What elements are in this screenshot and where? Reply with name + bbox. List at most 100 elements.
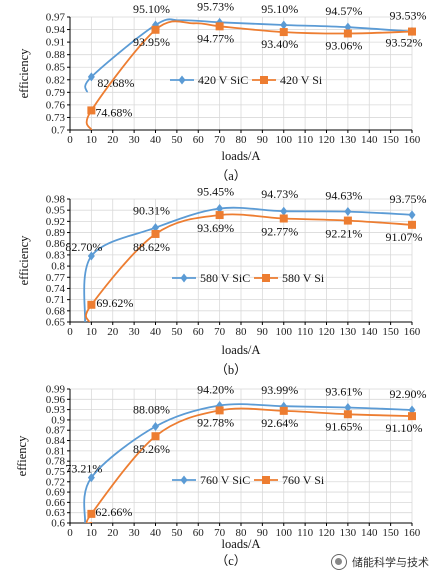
data-label: 94.57% [325,4,362,18]
data-point [279,214,288,223]
data-point [215,406,224,415]
data-point [87,300,96,309]
x-tick-label: 140 [361,326,378,338]
x-tick-label: 130 [340,326,357,338]
x-tick-label: 20 [107,326,119,338]
x-tick-label: 100 [276,326,293,338]
watermark-text: 储能科学与技术 [352,556,429,569]
legend: 420 V SiC 420 V Si [170,73,323,87]
x-axis-title: loads/A [222,343,261,357]
x-tick-label: 130 [340,134,357,146]
data-label: 93.75% [390,192,427,206]
data-point [408,27,416,36]
data-label: 69.62% [96,296,133,310]
x-tick-label: 80 [236,134,248,146]
y-axis-title: effiency [15,435,29,476]
x-tick-label: 0 [67,527,73,539]
data-point [280,206,288,216]
y-tick-label: 0.7 [51,125,65,137]
data-label: 95.45% [197,185,234,199]
y-tick-label: 0.69 [46,487,66,499]
data-point [344,403,352,413]
y-tick-label: 0.99 [46,384,66,396]
x-tick-label: 20 [107,527,119,539]
y-tick-label: 0.77 [46,272,66,284]
legend-label: 420 V Si [280,73,323,87]
y-tick-label: 0.92 [46,216,65,228]
x-tick-label: 140 [361,134,378,146]
y-tick-label: 0.9 [51,414,65,426]
x-tick-label: 140 [361,527,378,539]
y-tick-label: 0.82 [46,74,65,86]
legend-label: 760 V Si [282,473,325,487]
data-label: 74.68% [95,105,132,119]
y-tick-label: 0.85 [46,62,66,74]
data-label: 88.62% [133,240,170,254]
legend-marker [260,76,268,84]
data-point [215,211,224,220]
x-tick-label: 120 [318,326,335,338]
series-si: 69.62% 88.62% 93.69% 92.77% 92.21% 91.07% [85,211,423,322]
x-tick-label: 110 [297,326,314,338]
data-point [344,207,352,217]
y-tick-label: 0.83 [46,249,66,261]
y-tick-label: 0.89 [46,227,66,239]
x-tick-label: 100 [276,527,293,539]
x-tick-label: 90 [257,527,269,539]
x-tick-label: 10 [86,134,98,146]
data-point [87,473,95,483]
data-label: 91.10% [386,421,423,435]
data-point [408,412,416,421]
x-tick-label: 150 [382,326,399,338]
x-tick-label: 50 [171,527,183,539]
x-tick-label: 110 [297,134,314,146]
y-tick-label: 0.75 [46,466,66,478]
data-point [408,220,416,229]
data-label: 82.70% [65,240,102,254]
watermark: 储能科学与技术 [331,554,429,570]
data-point [87,72,95,82]
x-tick-label: 90 [257,134,269,146]
x-tick-label: 30 [129,134,141,146]
x-tick-label: 0 [67,134,73,146]
x-tick-label: 40 [150,134,162,146]
x-tick-label: 30 [129,326,141,338]
series-line [85,213,413,322]
x-tick-label: 100 [276,134,293,146]
x-tick-label: 70 [214,134,226,146]
x-tick-label: 160 [404,527,421,539]
data-label: 94.73% [261,187,298,201]
legend-label: 580 V SiC [200,271,250,285]
y-tick-label: 0.71 [46,294,65,306]
series-line [85,20,413,130]
data-point [152,223,159,233]
x-tick-label: 110 [297,527,314,539]
y-tick-label: 0.74 [46,283,66,295]
y-tick-label: 0.65 [46,317,66,329]
legend-label: 580 V Si [282,271,325,285]
x-tick-label: 160 [404,134,421,146]
y-tick-label: 0.6 [51,518,65,530]
x-tick-label: 60 [193,134,205,146]
data-label: 73.21% [65,462,102,476]
y-tick-label: 0.96 [46,394,66,406]
data-point [87,509,96,518]
x-tick-label: 30 [129,527,141,539]
x-tick-label: 90 [257,326,269,338]
legend-marker [180,475,188,485]
data-point [216,204,224,214]
data-label: 85.26% [133,442,170,456]
y-tick-label: 0.72 [46,476,65,488]
x-tick-label: 0 [67,326,73,338]
data-label: 91.07% [386,230,423,244]
y-tick-label: 0.93 [46,404,66,416]
data-label: 93.95% [133,35,170,49]
x-tick-label: 10 [86,527,98,539]
y-tick-label: 0.95 [46,205,66,217]
y-tick-label: 0.68 [46,305,66,317]
y-axis-title: efficiency [17,48,31,98]
series-si: 74.68% 93.95% 94.77% 93.40% 93.06% 93.52% [85,20,423,130]
series-sic: 82.68% 95.10% 95.73% 95.10% 94.57% 93.53% [84,0,427,93]
data-label: 94.20% [197,382,234,396]
